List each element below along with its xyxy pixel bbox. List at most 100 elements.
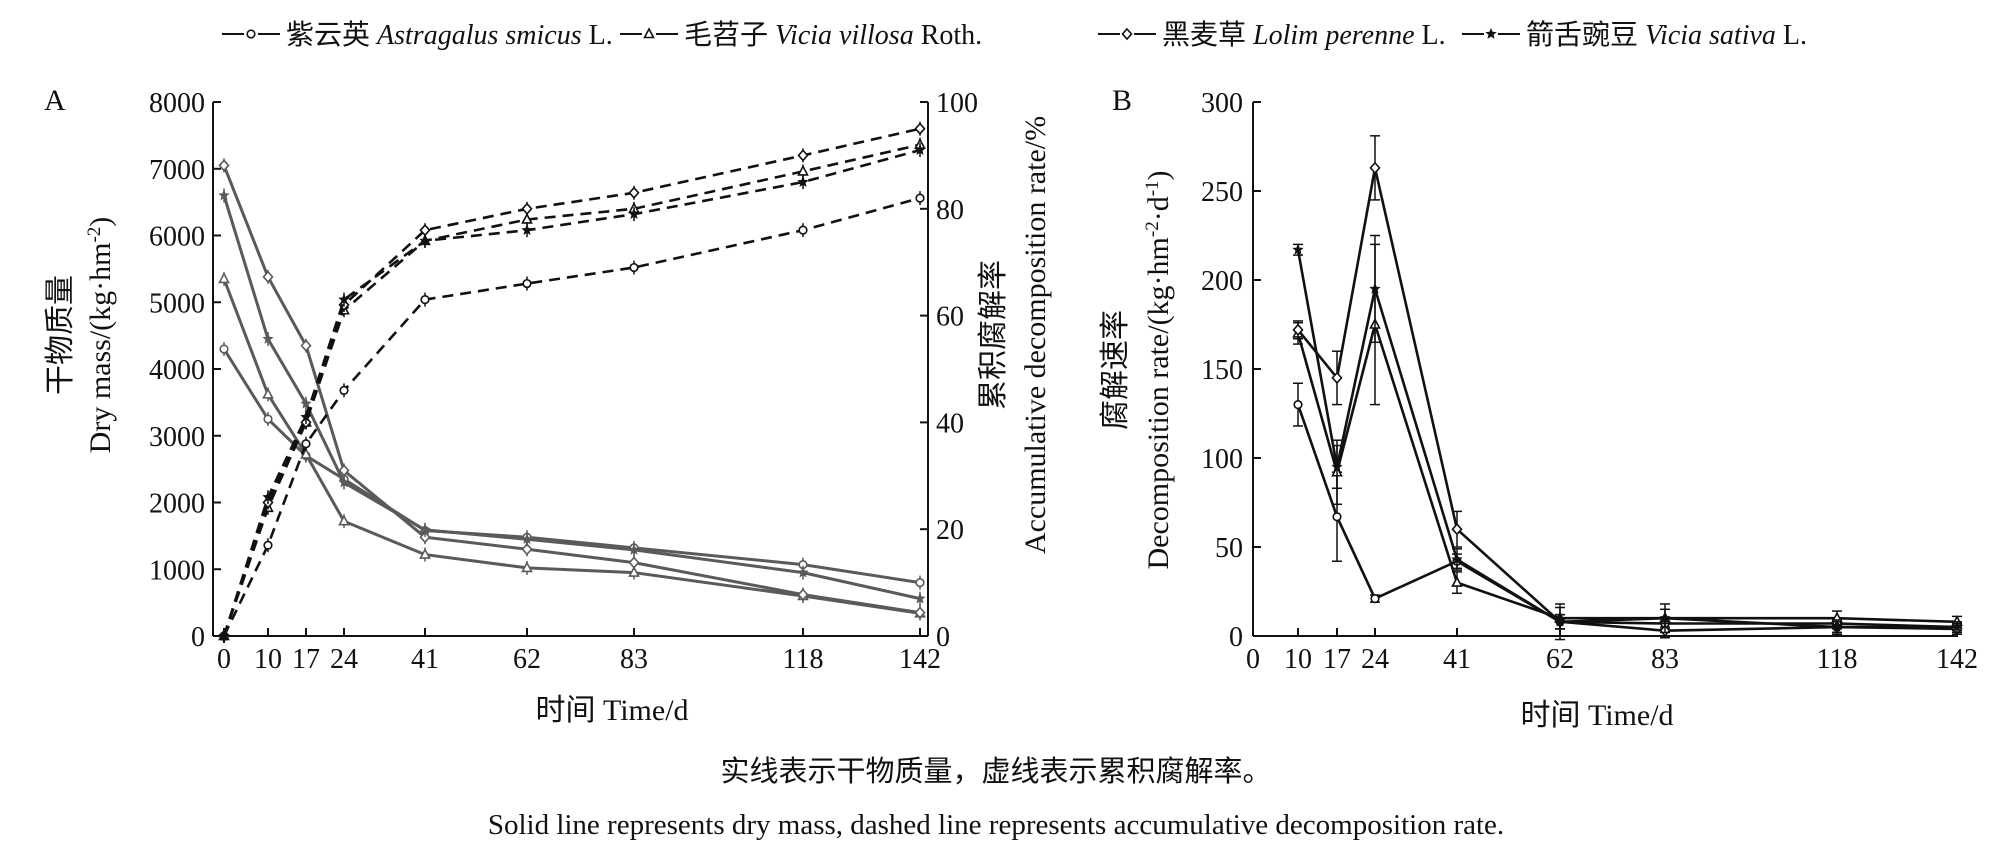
decomposition-point [797,164,809,176]
dry-mass-point [338,514,350,526]
dry-mass-line [222,348,921,585]
y-tick-label: 60 [936,302,964,333]
legend-marker-star [1485,28,1497,39]
x-tick-label: 24 [330,644,358,675]
legend-item-triangle: 毛苕子 Vicia villosa Roth. [620,19,982,51]
rate-point [1554,615,1566,627]
x-tick-label: 17 [1323,644,1351,675]
decomposition-line [222,127,921,637]
y-tick-label: 3000 [149,422,205,453]
decomposition-line [222,143,921,637]
x-tick-label: 41 [411,644,439,675]
decomposition-point [339,385,349,395]
dry-mass-point [628,565,640,577]
y-tick-label: 0 [936,622,950,653]
legend-item-diamond: 黑麦草 Lolim perenne L. [1098,19,1446,51]
legend-label: 黑麦草 Lolim perenne L. [1162,19,1446,51]
y-tick-label: 100 [1201,444,1243,475]
dry-mass-point [419,531,431,544]
rate-point [1292,323,1304,337]
y-tick-label: 20 [936,515,964,546]
x-tick-label: 0 [1246,644,1260,675]
panel-a-axes: 0100020003000400050006000700080000204060… [149,88,978,675]
caption-cn: 实线表示干物质量，虚线表示累积腐解率。 [720,755,1271,788]
x-tick-label: 118 [783,644,824,675]
x-tick-label: 10 [1284,644,1312,675]
decomposition-series-diamond [218,121,926,643]
rate-point [1292,243,1304,255]
dry-mass-series-star [218,188,926,606]
dry-mass-point [797,566,809,578]
y-tick-label: 8000 [149,88,205,119]
dry-mass-point [915,577,925,588]
dry-mass-point [262,270,274,284]
y-tick-label: 150 [1201,355,1243,386]
decomposition-point [301,439,311,449]
panel-label-b: B [1112,84,1132,117]
dry-mass-point [521,561,533,573]
x-tick-label: 142 [899,644,941,675]
decomposition-point [798,225,808,235]
rate-line [1296,167,1958,633]
legend-marker-diamond [1121,27,1133,41]
rate-point [1331,371,1343,385]
rate-series-circle [1293,382,1962,632]
rate-point [1831,621,1843,632]
panel-a-left-label-cn: 干物质量 [44,275,77,395]
decomposition-point [521,212,533,224]
dry-mass-point [262,387,274,399]
dry-mass-point [218,159,230,172]
x-tick-label: 118 [1817,644,1858,675]
dry-mass-point [914,606,926,619]
legend-item-circle: 紫云英 Astragalus smicus L. [222,19,613,51]
rate-line [1296,404,1958,629]
dry-mass-point [419,523,431,535]
dry-mass-line [222,195,921,601]
dry-mass-point [914,592,926,604]
dry-mass-point [797,588,809,601]
legend-marker-triangle [643,27,655,39]
dry-mass-point [628,556,640,569]
legend-marker-circle [246,29,256,39]
rate-series-star [1292,234,1963,641]
decomposition-point [628,208,640,219]
x-tick-label: 17 [292,644,320,675]
y-tick-label: 5000 [149,288,205,319]
decomposition-point [797,149,809,162]
dry-mass-point [521,533,533,545]
decomposition-point [218,630,230,641]
y-tick-label: 6000 [149,222,205,253]
x-tick-label: 24 [1361,644,1389,675]
y-tick-label: 0 [191,622,205,653]
rate-point [1451,575,1463,587]
dry-mass-point [219,344,229,354]
decomposition-point [419,234,431,246]
y-tick-label: 50 [1215,533,1243,564]
dry-mass-series-triangle [218,271,926,621]
y-tick-label: 0 [1229,622,1243,653]
panel-b-axes: 0 50 100 150 200 250 300 0 10 17 24 41 62 83 118 142 [1201,88,1978,675]
legend-label: 紫云英 Astragalus smicus L. [286,19,613,51]
dry-mass-line [222,164,921,615]
rate-point [1332,512,1342,522]
dry-mass-point [218,272,230,284]
rate-point [1331,460,1343,472]
y-tick-label: 100 [936,88,978,119]
panel-a: A 01000200030004000500060007000800002040… [44,84,1052,727]
dry-mass-point [338,464,350,477]
rate-point [1451,553,1463,565]
dry-mass-series-circle [219,341,925,590]
y-tick-label: 250 [1201,177,1243,208]
dry-mass-point [300,397,312,409]
panel-a-right-label-cn: 累积腐解率 [977,260,1010,410]
decomposition-series-star [218,143,926,643]
decomposition-point [521,224,533,236]
dry-mass-point [218,189,230,201]
dry-mass-point [521,543,533,556]
panel-b-y-label-cn: 腐解速率 [1099,310,1132,430]
caption-en: Solid line represents dry mass, dashed l… [488,809,1504,841]
y-tick-label: 40 [936,408,964,439]
rate-point [1659,612,1671,624]
